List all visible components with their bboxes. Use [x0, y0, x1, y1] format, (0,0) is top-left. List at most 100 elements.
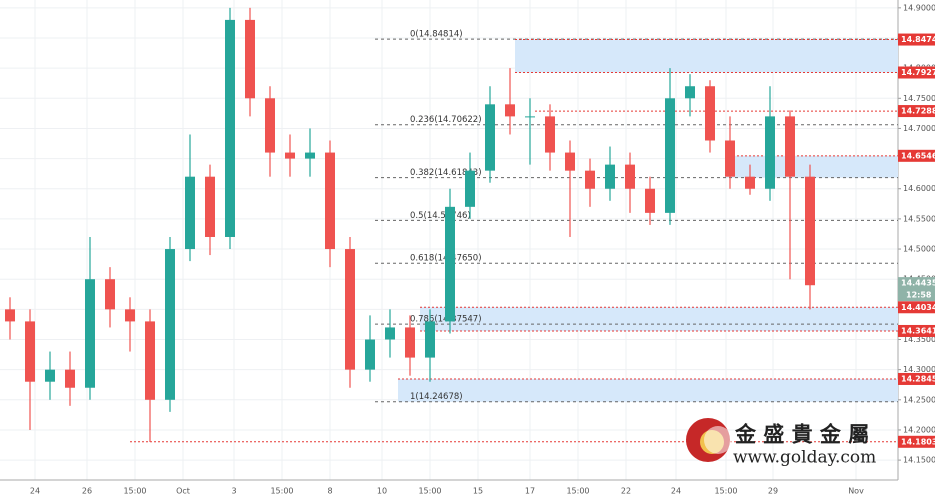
zone — [515, 39, 898, 73]
fib-label: 1(14.24678) — [410, 392, 463, 402]
candle-body — [425, 321, 435, 358]
x-tick-label: 3 — [231, 487, 236, 496]
price-tag — [898, 33, 935, 46]
candle-body — [305, 152, 315, 159]
candle-body — [185, 176, 195, 250]
y-tick-label: 14.30000 — [903, 365, 935, 374]
price-tag-label: 14.36414 — [901, 326, 935, 335]
y-tick-label: 14.35000 — [903, 335, 935, 344]
candle-body — [345, 249, 355, 370]
x-tick-label: 26 — [82, 487, 92, 496]
y-tick-label: 14.70000 — [903, 124, 935, 133]
logo: 金 盛 貴 金 屬 www.golday.com — [686, 418, 876, 468]
candle-body — [785, 116, 795, 177]
candle-body — [685, 86, 695, 99]
y-tick-label: 14.25000 — [903, 395, 935, 404]
fib-label: 0.5(14.54746) — [410, 211, 471, 221]
candle-body — [625, 164, 635, 189]
candle-body — [285, 152, 295, 159]
x-tick-label: 8 — [327, 487, 332, 496]
candle-body — [205, 176, 215, 237]
x-tick-label: 15 — [473, 487, 483, 496]
x-tick-label: Oct — [176, 487, 190, 496]
candle-body — [805, 176, 815, 286]
price-tag-label: 14.79276 — [901, 68, 935, 77]
candle-body — [5, 309, 15, 322]
candle-body — [505, 104, 515, 117]
x-tick-label: 15:00 — [418, 487, 441, 496]
last-price-tag — [898, 277, 935, 302]
price-tag — [898, 372, 935, 385]
price-tag — [898, 66, 935, 79]
candle-body — [325, 152, 335, 250]
price-tag — [898, 301, 935, 314]
price-tag-label: 14.72882 — [901, 107, 935, 116]
candle-body — [45, 369, 55, 382]
x-tick-label: Nov — [848, 487, 864, 496]
candle-body — [545, 116, 555, 153]
zone — [725, 155, 898, 178]
candle-body — [445, 206, 455, 322]
x-tick-label: 29 — [768, 487, 778, 496]
x-tick-label: 15:00 — [566, 487, 589, 496]
candle-body — [105, 279, 115, 310]
x-tick-label: 17 — [525, 487, 535, 496]
candle-body — [705, 86, 715, 141]
candle-body — [405, 327, 415, 358]
candle-body — [245, 19, 255, 99]
price-tag-label: 14.40345 — [901, 303, 935, 312]
candle-body — [605, 164, 615, 189]
candle-body — [565, 152, 575, 171]
candle-body — [265, 98, 275, 153]
y-tick-label: 14.60000 — [903, 184, 935, 193]
x-tick-label: 15:00 — [714, 487, 737, 496]
countdown: 12:58 — [906, 291, 932, 300]
candle-body — [145, 321, 155, 400]
candle-body — [765, 116, 775, 189]
candle-body — [745, 176, 755, 189]
y-tick-label: 14.15000 — [903, 456, 935, 465]
candle-body — [385, 327, 395, 340]
price-tag — [898, 435, 935, 448]
y-tick-label: 14.50000 — [903, 245, 935, 254]
price-tag — [898, 149, 935, 162]
x-tick-label: 24 — [671, 487, 681, 496]
candle-body — [125, 309, 135, 322]
x-tick-label: 22 — [621, 487, 631, 496]
price-tag — [898, 105, 935, 118]
price-tag-label: 14.18036 — [901, 437, 935, 446]
fib-label: 0(14.84814) — [410, 30, 463, 40]
candle-body — [65, 369, 75, 388]
logo-url: www.golday.com — [733, 448, 876, 468]
y-tick-label: 14.55000 — [903, 214, 935, 223]
x-tick-label: 24 — [30, 487, 40, 496]
candle-body — [725, 140, 735, 177]
candle-body — [365, 339, 375, 370]
candle-body — [665, 98, 675, 213]
candle-body — [645, 188, 655, 213]
fib-label: 0.236(14.70622) — [410, 115, 482, 125]
candle-body — [165, 249, 175, 400]
price-tag — [898, 324, 935, 337]
candle-body — [225, 19, 235, 237]
y-tick-label: 14.20000 — [903, 425, 935, 434]
zone — [420, 307, 898, 331]
candle-body — [585, 170, 595, 189]
candle-body — [85, 279, 95, 388]
y-tick-label: 14.75000 — [903, 94, 935, 103]
x-tick-label: 10 — [377, 487, 387, 496]
candle-body — [25, 321, 35, 382]
logo-mark — [704, 426, 732, 454]
x-tick-label: 15:00 — [123, 487, 146, 496]
candle-body — [485, 104, 495, 171]
price-tag-label: 14.28455 — [901, 374, 935, 383]
logo-name: 金 盛 貴 金 屬 — [734, 422, 869, 447]
candle-body — [525, 116, 535, 118]
zone — [398, 378, 898, 402]
